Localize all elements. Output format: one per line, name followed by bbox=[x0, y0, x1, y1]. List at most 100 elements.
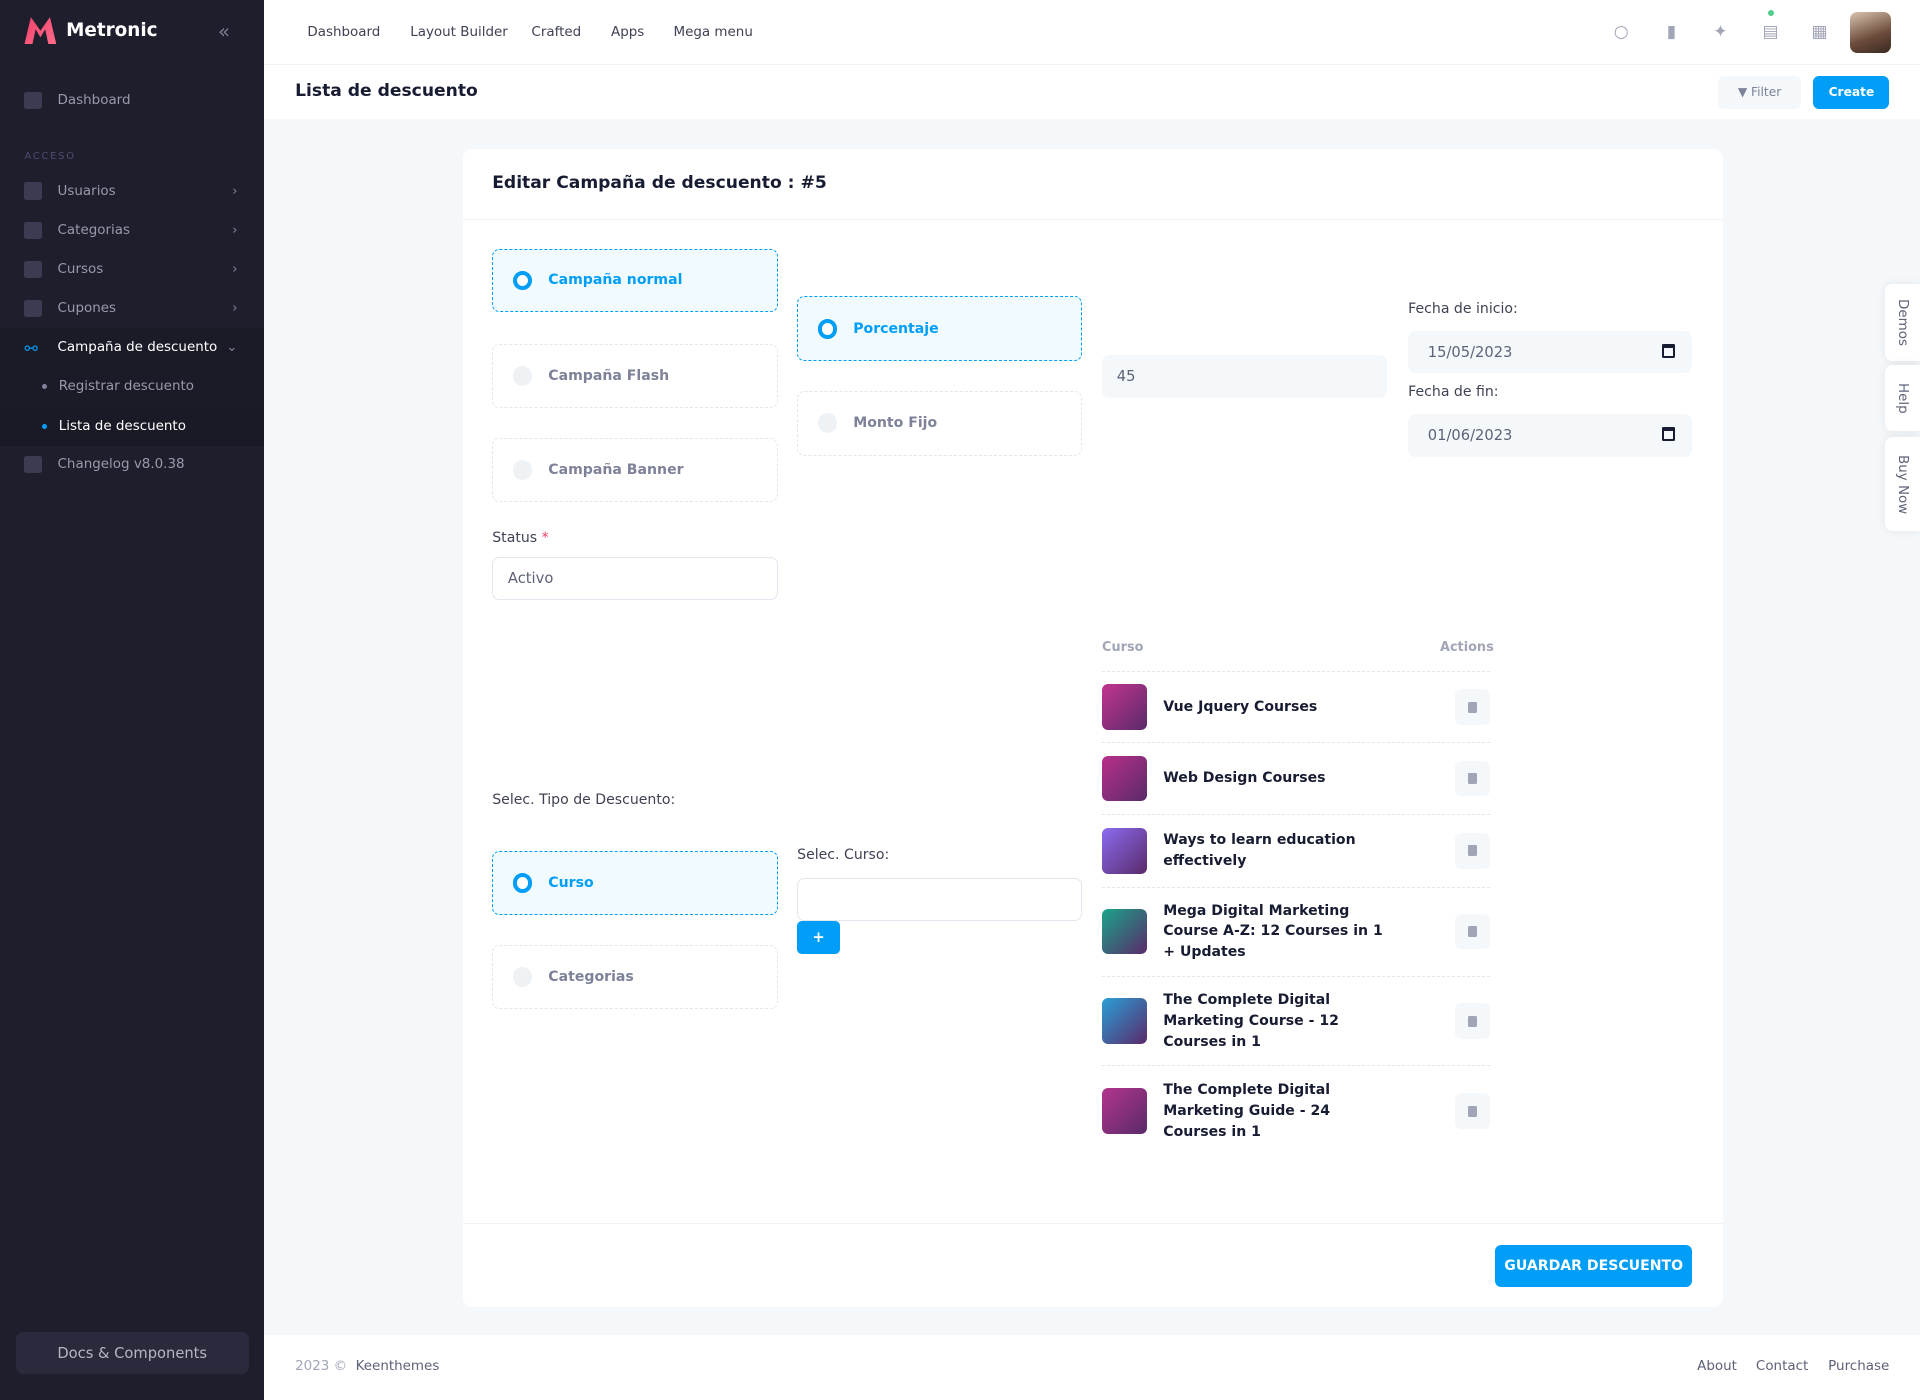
course-name: Ways to learn education effectively bbox=[1163, 832, 1356, 869]
sidebar-sub-lista[interactable]: Lista de descuento bbox=[0, 406, 265, 446]
delete-button[interactable] bbox=[1454, 689, 1491, 725]
course-name: The Complete Digital Marketing Guide - 2… bbox=[1163, 1081, 1331, 1140]
company-link[interactable]: Keenthemes bbox=[355, 1359, 440, 1375]
nav-apps[interactable]: Apps bbox=[611, 24, 645, 40]
label: Campaña Flash bbox=[548, 367, 670, 384]
chat-icon[interactable]: ▤ bbox=[1762, 21, 1779, 42]
nav-dashboard[interactable]: Dashboard bbox=[307, 24, 381, 40]
trash-icon bbox=[1467, 1015, 1478, 1027]
course-thumbnail bbox=[1102, 684, 1148, 730]
nav-layout-builder[interactable]: Layout Builder bbox=[410, 24, 508, 40]
footer-purchase-link[interactable]: Purchase bbox=[1828, 1359, 1890, 1375]
create-button[interactable]: Create bbox=[1813, 75, 1890, 109]
delete-button[interactable] bbox=[1454, 1093, 1491, 1129]
category-icon bbox=[24, 221, 42, 239]
radio-icon bbox=[512, 873, 533, 893]
radio-icon bbox=[512, 270, 533, 291]
start-date-input[interactable]: 15/05/2023 bbox=[1408, 330, 1693, 374]
year: 2023 © bbox=[295, 1359, 348, 1375]
sidebar-item-changelog[interactable]: Changelog v8.0.38 bbox=[0, 444, 264, 483]
grid-icon[interactable]: ▦ bbox=[1811, 21, 1828, 42]
label: Campaña Banner bbox=[548, 462, 684, 479]
save-discount-button[interactable]: GUARDAR DESCUENTO bbox=[1495, 1245, 1693, 1287]
footer-about-link[interactable]: About bbox=[1697, 1359, 1737, 1375]
delete-button[interactable] bbox=[1454, 1003, 1491, 1039]
radio-categorias[interactable]: Categorias bbox=[492, 945, 778, 1009]
course-name: The Complete Digital Marketing Course - … bbox=[1163, 991, 1339, 1050]
logo[interactable]: Metronic bbox=[24, 17, 158, 45]
sidebar-item-cursos[interactable]: Cursos › bbox=[0, 250, 264, 289]
search-icon[interactable]: ○ bbox=[1613, 21, 1629, 42]
edit-card bbox=[462, 149, 1723, 1307]
footer-contact-link[interactable]: Contact bbox=[1755, 1359, 1809, 1375]
curso-input[interactable] bbox=[797, 877, 1083, 921]
radio-campana-normal[interactable]: Campaña normal bbox=[492, 248, 778, 313]
docs-components-button[interactable]: Docs & Components bbox=[15, 1332, 249, 1374]
collapse-sidebar-icon[interactable]: « bbox=[217, 19, 230, 43]
header bbox=[264, 0, 1920, 65]
radio-icon bbox=[512, 967, 533, 987]
table-row: Vue Jquery Courses bbox=[1102, 671, 1491, 742]
avatar[interactable] bbox=[1850, 12, 1891, 53]
column-header-actions: Actions bbox=[1440, 640, 1494, 656]
end-date-input[interactable]: 01/06/2023 bbox=[1408, 413, 1693, 457]
start-date-label: Fecha de inicio: bbox=[1408, 301, 1518, 318]
app-name: Metronic bbox=[66, 20, 158, 42]
label: Categorias bbox=[57, 222, 131, 238]
nav-crafted[interactable]: Crafted bbox=[531, 24, 582, 40]
label: Monto Fijo bbox=[853, 415, 938, 432]
amount-input[interactable]: 45 bbox=[1102, 355, 1388, 398]
apps-diamond-icon[interactable]: ✦ bbox=[1713, 21, 1728, 42]
table-row: Mega Digital Marketing Course A-Z: 12 Co… bbox=[1102, 886, 1491, 976]
delete-button[interactable] bbox=[1454, 760, 1491, 797]
help-tab[interactable]: Help bbox=[1884, 364, 1920, 431]
radio-campana-banner[interactable]: Campaña Banner bbox=[492, 438, 778, 503]
delete-button[interactable] bbox=[1454, 913, 1491, 950]
radio-icon bbox=[512, 460, 533, 480]
course-name: Mega Digital Marketing Course A-Z: 12 Co… bbox=[1163, 902, 1383, 961]
radio-porcentaje[interactable]: Porcentaje bbox=[797, 296, 1083, 362]
filter-icon: ▼ bbox=[1737, 85, 1748, 100]
calendar-icon[interactable] bbox=[1661, 344, 1676, 358]
sidebar-item-campana[interactable]: ⚯ Campaña de descuento ⌄ bbox=[0, 328, 265, 368]
label: Demos bbox=[1894, 299, 1910, 347]
dashboard-icon bbox=[24, 91, 42, 109]
demos-tab[interactable]: Demos bbox=[1884, 284, 1920, 362]
calendar-icon[interactable] bbox=[1661, 427, 1676, 441]
column-header-curso: Curso bbox=[1102, 640, 1144, 656]
chevron-right-icon: › bbox=[232, 301, 238, 317]
sidebar-item-usuarios[interactable]: Usuarios › bbox=[0, 171, 264, 210]
table-row: Ways to learn education effectively bbox=[1102, 814, 1491, 886]
page-title: Lista de descuento bbox=[295, 80, 478, 101]
radio-icon bbox=[512, 366, 533, 386]
end-date-label: Fecha de fin: bbox=[1408, 384, 1499, 401]
add-course-button[interactable]: + bbox=[797, 920, 840, 954]
required-mark: * bbox=[541, 530, 549, 547]
sidebar-item-categorias[interactable]: Categorias › bbox=[0, 211, 264, 250]
sidebar-item-dashboard[interactable]: Dashboard bbox=[0, 81, 264, 120]
status-select[interactable]: Activo bbox=[492, 557, 778, 600]
table-row: Web Design Courses bbox=[1102, 742, 1491, 814]
tipo-label: Selec. Tipo de Descuento: bbox=[492, 792, 676, 809]
sidebar-sub-registrar[interactable]: Registrar descuento bbox=[0, 367, 265, 407]
discount-icon: ⚯ bbox=[24, 339, 38, 359]
toolbar bbox=[264, 64, 1920, 119]
label: Filter bbox=[1750, 85, 1782, 100]
card-title: Editar Campaña de descuento : #5 bbox=[492, 172, 827, 193]
sidebar-item-cupones[interactable]: Cupones › bbox=[0, 289, 264, 328]
label: Dashboard bbox=[57, 92, 131, 108]
label: Curso bbox=[548, 874, 594, 891]
radio-monto-fijo[interactable]: Monto Fijo bbox=[797, 390, 1083, 456]
label: Porcentaje bbox=[853, 320, 939, 337]
course-thumbnail bbox=[1102, 756, 1148, 802]
filter-button[interactable]: ▼ Filter bbox=[1717, 75, 1802, 109]
metronic-logo-icon bbox=[24, 17, 57, 45]
nav-mega-menu[interactable]: Mega menu bbox=[673, 24, 753, 40]
radio-campana-flash[interactable]: Campaña Flash bbox=[492, 344, 778, 408]
buy-now-tab[interactable]: Buy Now bbox=[1884, 437, 1920, 532]
chart-icon[interactable]: ▮ bbox=[1666, 21, 1677, 42]
table-row: The Complete Digital Marketing Course - … bbox=[1102, 975, 1491, 1065]
radio-curso[interactable]: Curso bbox=[492, 851, 778, 915]
divider bbox=[462, 219, 1723, 221]
delete-button[interactable] bbox=[1454, 833, 1491, 869]
